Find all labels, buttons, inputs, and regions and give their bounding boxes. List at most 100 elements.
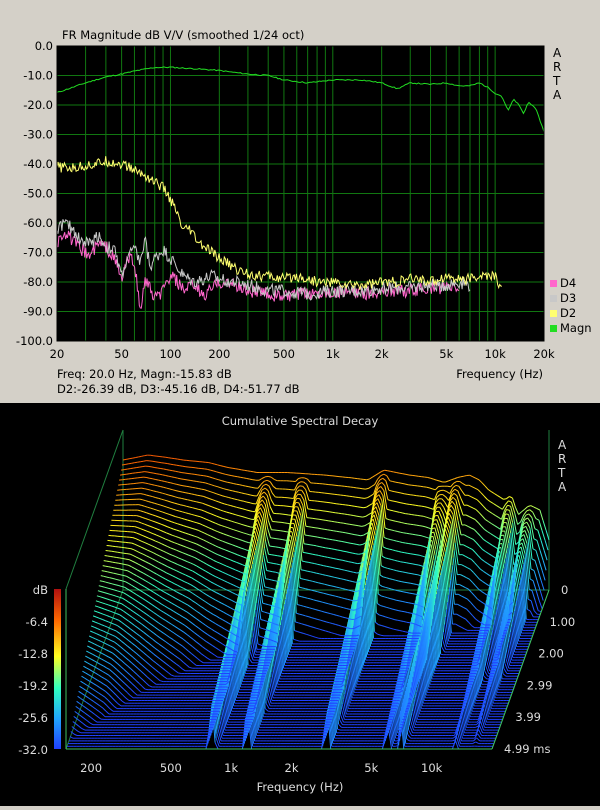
csd-slice-segment xyxy=(100,706,103,708)
csd-slice-segment xyxy=(128,646,131,649)
csd-slice-segment xyxy=(148,608,151,610)
csd-slice-segment xyxy=(102,619,105,620)
csd-slice-segment xyxy=(113,692,116,695)
csd-slice-segment xyxy=(162,646,165,648)
csd-slice-segment xyxy=(94,627,97,628)
csd-slice-segment xyxy=(193,663,196,666)
csd-slice-segment xyxy=(97,704,100,706)
csd-slice-segment xyxy=(146,662,149,665)
csd-slice-segment xyxy=(90,631,93,632)
csd-slice-segment xyxy=(91,718,94,720)
csd-slice-segment xyxy=(132,663,135,666)
csd-slice-segment xyxy=(159,665,162,667)
csd-slice-segment xyxy=(102,695,105,697)
csd-slice-segment xyxy=(97,629,100,630)
csd-slice-segment xyxy=(99,618,102,619)
csd-slice-segment xyxy=(98,698,101,700)
csd-slice-segment xyxy=(183,639,186,641)
csd-slice-segment xyxy=(91,659,94,661)
csd-slice-segment xyxy=(87,663,90,665)
csd-slice-segment xyxy=(199,644,202,646)
csd-slice-segment xyxy=(92,654,95,656)
csd-slice-segment xyxy=(109,583,112,584)
csd-slice-segment xyxy=(105,661,108,663)
csd-slice-segment xyxy=(338,729,341,730)
fr-legend-item-d2[interactable]: D2 xyxy=(560,306,576,320)
csd-slice-segment xyxy=(98,717,101,719)
csd-slice-segment xyxy=(192,646,195,649)
csd-slice-segment xyxy=(135,686,138,689)
csd-slice-segment xyxy=(134,672,137,675)
csd-slice-segment xyxy=(91,642,94,644)
csd-slice-segment xyxy=(158,650,161,652)
csd-slice-segment xyxy=(141,671,144,674)
csd-slice-segment xyxy=(201,654,204,656)
csd-slice-segment xyxy=(182,646,185,649)
csd-slice-segment xyxy=(476,742,479,744)
csd-slice-segment xyxy=(133,618,136,620)
csd-slice-segment xyxy=(158,672,161,675)
csd-slice-segment xyxy=(134,631,137,633)
csd-slice-segment xyxy=(193,639,196,641)
csd-slice-segment xyxy=(112,698,115,701)
csd-slice-segment xyxy=(106,711,109,714)
csd-slice-segment xyxy=(164,655,167,657)
csd-slice-segment xyxy=(186,665,189,668)
csd-slice-segment xyxy=(123,675,126,678)
csd-slice-segment xyxy=(134,651,137,654)
csd-slice-segment xyxy=(92,621,95,622)
csd-slice-segment xyxy=(119,639,122,642)
csd-slice-segment xyxy=(191,653,194,656)
csd-slice-segment xyxy=(178,628,181,630)
csd-slice-segment xyxy=(104,703,107,706)
csd-slice-segment xyxy=(184,632,187,634)
csd-slice-segment xyxy=(181,653,184,656)
csd-slice-segment xyxy=(143,638,146,641)
csd-slice-segment xyxy=(136,640,139,642)
csd-slice-segment xyxy=(124,624,127,626)
csd-slice-segment xyxy=(123,611,126,613)
csd-slice-segment xyxy=(106,599,109,600)
csd-slice-segment xyxy=(150,637,153,639)
csd-slice-segment xyxy=(156,642,159,644)
fr-x-tick-label: 20 xyxy=(50,347,65,361)
csd-slice-segment xyxy=(126,658,129,661)
csd-slice-segment xyxy=(131,669,134,672)
csd-slice-segment xyxy=(144,653,147,656)
fr-legend-item-d3[interactable]: D3 xyxy=(560,291,576,305)
csd-slice-segment xyxy=(162,668,165,670)
csd-slice-segment xyxy=(166,642,169,644)
csd-slice-segment xyxy=(122,681,125,684)
fr-legend-item-magn[interactable]: Magn xyxy=(560,321,592,335)
csd-slice-segment xyxy=(141,610,144,612)
csd-slice-segment xyxy=(132,684,135,687)
csd-slice-segment xyxy=(76,706,79,708)
csd-slice-segment xyxy=(160,681,163,682)
csd-slice-segment xyxy=(91,682,94,684)
csd-slice-segment xyxy=(156,663,159,665)
csd-slice-segment xyxy=(164,677,167,679)
csd-slice-segment xyxy=(89,636,92,637)
csd-slice-segment xyxy=(121,647,124,650)
csd-slice-segment xyxy=(116,675,119,678)
csd-slice-segment xyxy=(161,674,164,676)
csd-slice-segment xyxy=(99,635,102,636)
csd-slice-segment xyxy=(101,701,104,703)
csd-slice-segment xyxy=(120,628,123,630)
csd-slice-segment xyxy=(78,731,81,733)
csd-slice-segment xyxy=(145,626,148,628)
csd-slice-segment xyxy=(190,637,193,639)
fr-y-tick-label: -100.0 xyxy=(16,334,53,348)
csd-slice-segment xyxy=(211,653,214,655)
csd-slice-segment xyxy=(109,600,112,601)
csd-slice-segment xyxy=(168,629,171,631)
csd-slice-segment xyxy=(120,633,123,635)
csd-slice-segment xyxy=(169,623,172,625)
csd-slice-segment xyxy=(98,607,101,608)
fr-legend-item-d4[interactable]: D4 xyxy=(560,276,576,290)
csd-slice-segment xyxy=(104,666,107,668)
csd-slice-segment xyxy=(81,716,84,718)
csd-slice-segment xyxy=(141,604,144,606)
csd-slice-segment xyxy=(118,704,121,706)
csd-slice-segment xyxy=(166,621,169,623)
